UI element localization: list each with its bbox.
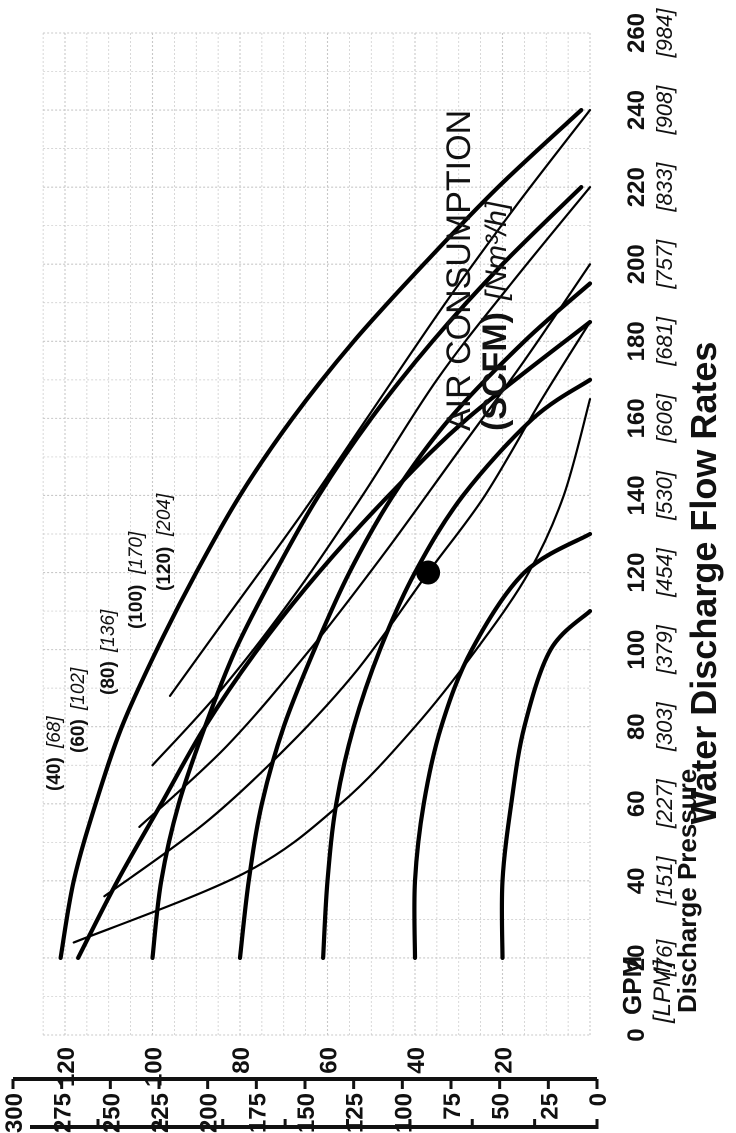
x-unit-gpm: GPM (617, 956, 647, 1015)
air-consumption-curves (72, 108, 592, 944)
y-axis-bar-scale (30, 1119, 599, 1129)
y-tick-psi-60: 60 (316, 1047, 343, 1074)
air-consumption-scfm: (SCFM) (476, 312, 514, 431)
air-label-80-scfm: (80) (98, 661, 119, 695)
x-tick-lpm-140: [530] (652, 470, 677, 521)
x-tick-lpm-80: [303] (652, 701, 677, 752)
y-axis-ticks-psi: 20 40 60 80 100 120 (53, 1047, 518, 1087)
air-label-80: (80) [136] (98, 609, 119, 695)
performance-curve-5 (412, 531, 593, 961)
y-tick-psi-100: 100 (141, 1047, 168, 1087)
air-label-80-nm3h: [136] (98, 609, 119, 653)
x-tick-lpm-180: [681] (652, 316, 677, 367)
x-tick-gpm-180: 180 (623, 321, 650, 361)
x-tick-gpm-240: 240 (623, 90, 650, 130)
air-curve-40 (72, 398, 592, 944)
x-tick-lpm-260: [984] (652, 8, 677, 59)
air-label-120-scfm: (120) (154, 547, 175, 591)
x-tick-gpm-20: 20 (623, 945, 650, 972)
x-tick-gpm-200: 200 (623, 244, 650, 284)
air-curve-60 (103, 320, 592, 898)
performance-curve-2 (150, 185, 584, 961)
air-label-60: (60) [102] (68, 667, 89, 753)
x-tick-lpm-240: [908] (652, 85, 677, 136)
air-consumption-units: (SCFM) [Nm³/h] (476, 201, 514, 431)
air-label-40-nm3h: [68] (44, 716, 65, 749)
x-tick-lpm-220: [833] (652, 162, 677, 213)
air-label-60-nm3h: [102] (68, 667, 89, 711)
chart-title: Water Discharge Flow Rates (683, 342, 724, 825)
air-label-100-scfm: (100) (126, 585, 147, 629)
x-tick-lpm-160: [606] (652, 393, 677, 444)
y-tick-psi-120: 120 (53, 1047, 80, 1087)
ft-tick-25: 25 (536, 1093, 563, 1120)
performance-curve-4 (321, 377, 593, 961)
performance-curve-0 (76, 319, 593, 961)
x-tick-gpm-120: 120 (623, 553, 650, 593)
air-curve-100 (151, 186, 592, 767)
performance-curve-3 (237, 281, 593, 961)
air-curve-120 (168, 108, 592, 697)
air-label-40-scfm: (40) (44, 757, 65, 791)
air-label-100-nm3h: [170] (126, 531, 147, 575)
x-tick-gpm-220: 220 (623, 167, 650, 207)
air-consumption-title: AIR CONSUMPTION (440, 110, 478, 431)
air-label-120: (120) [204] (154, 493, 175, 591)
air-curve-80 (138, 263, 592, 828)
ft-tick-0: 0 (585, 1093, 612, 1106)
x-tick-lpm-120: [454] (652, 547, 677, 598)
x-tick-lpm-200: [757] (652, 239, 677, 290)
x-axis-ticks: 20 [76] 40 [151] 60 [227] 80 [303] 100 [379] 120 [4… (623, 8, 677, 978)
x-tick-lpm-40: [151] (652, 855, 677, 906)
performance-curve-6 (499, 608, 593, 961)
x-tick-gpm-100: 100 (623, 630, 650, 670)
x-zero-label: 0 (623, 1028, 650, 1041)
x-tick-gpm-140: 140 (623, 475, 650, 515)
x-unit-lpm: [LPM] (649, 959, 676, 1024)
x-tick-lpm-100: [379] (652, 624, 677, 675)
x-tick-gpm-260: 260 (623, 13, 650, 53)
x-tick-lpm-60: [227] (652, 778, 677, 829)
y-tick-psi-20: 20 (491, 1047, 518, 1074)
air-label-40: (40) [68] (44, 716, 65, 791)
air-label-60-scfm: (60) (68, 719, 89, 753)
x-tick-gpm-80: 80 (623, 713, 650, 740)
ft-tick-75: 75 (439, 1093, 466, 1120)
x-tick-gpm-160: 160 (623, 398, 650, 438)
performance-curves (58, 107, 593, 961)
x-tick-gpm-40: 40 (623, 867, 650, 894)
air-label-120-nm3h: [204] (154, 493, 175, 537)
air-consumption-nm3h: [Nm³/h] (480, 201, 513, 301)
operating-point-marker (416, 560, 441, 585)
y-axis-label: Discharge Pressure (672, 769, 702, 1013)
performance-curve-1 (58, 107, 584, 961)
y-tick-psi-80: 80 (228, 1047, 255, 1074)
x-tick-gpm-60: 60 (623, 790, 650, 817)
x-tick-lpm-20: [76] (652, 939, 677, 978)
ft-tick-300: 300 (1, 1093, 28, 1133)
air-label-100: (100) [170] (126, 531, 147, 629)
ft-tick-50: 50 (488, 1093, 515, 1120)
y-tick-psi-40: 40 (403, 1047, 430, 1074)
